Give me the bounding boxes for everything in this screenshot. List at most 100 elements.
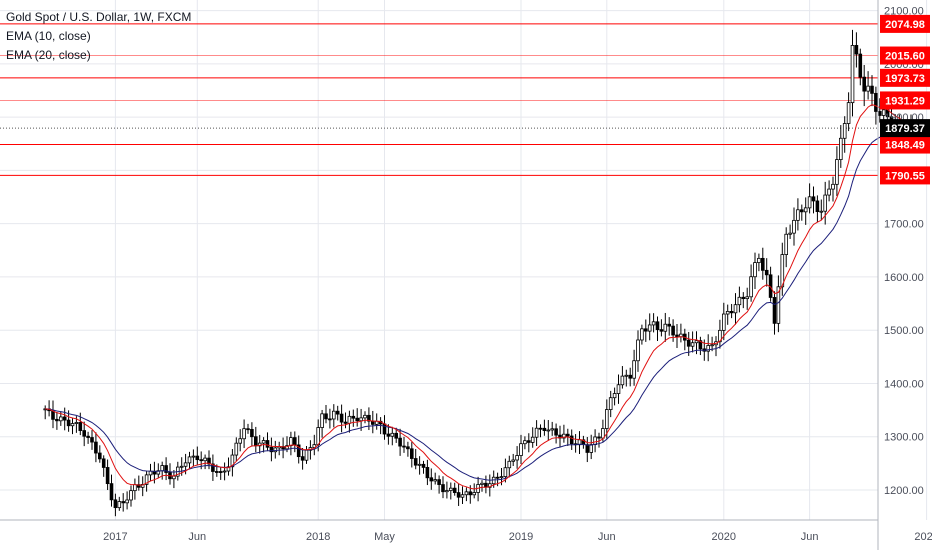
current-price-value: 1879.37 <box>885 123 925 135</box>
candle-down <box>671 325 675 336</box>
candle-down <box>98 452 102 460</box>
candle-up <box>530 436 535 443</box>
price-tick-label: 2100.00 <box>884 6 924 18</box>
candle-up <box>226 466 231 472</box>
candle-up <box>593 436 597 445</box>
candle-up <box>448 487 453 491</box>
candle-down <box>328 418 332 421</box>
candle-up <box>472 492 476 496</box>
candle-up <box>842 123 847 139</box>
candle-down <box>211 463 215 472</box>
candle-down <box>164 465 168 473</box>
candle-down <box>386 433 391 437</box>
candle-down <box>351 415 356 419</box>
candle-up <box>238 438 243 444</box>
candle-up <box>737 296 742 306</box>
candle-up <box>733 304 738 314</box>
candle-down <box>86 435 90 438</box>
candle-up <box>640 328 644 341</box>
candle-up <box>612 393 617 399</box>
candle-down <box>339 413 344 423</box>
candle-down <box>402 445 406 448</box>
candle-up <box>819 210 824 213</box>
candle-down <box>815 200 820 212</box>
price-level-badge <box>880 46 930 65</box>
candle-up <box>179 465 184 468</box>
candle-up <box>784 233 788 256</box>
candle-up <box>374 420 379 425</box>
candle-up <box>694 340 699 344</box>
candle-up <box>846 102 851 124</box>
candle-down <box>495 476 500 479</box>
candle-up <box>616 384 621 394</box>
time-axis: 2017 Jun 2018 May 2019 Jun 2020 Jun 2021 <box>103 531 932 543</box>
candle-up <box>776 286 781 324</box>
candle-down <box>425 467 430 479</box>
price-level-badge <box>880 166 930 185</box>
time-tick-label: 2019 <box>509 531 533 543</box>
candle-up <box>757 257 761 264</box>
candle-up <box>827 188 831 196</box>
candle-down <box>113 499 118 509</box>
candle-up <box>261 440 266 444</box>
candle-up <box>359 417 363 422</box>
candle-down <box>195 455 200 461</box>
candle-up <box>753 262 757 278</box>
candle-down <box>296 444 301 458</box>
candle-down <box>659 329 664 332</box>
candle-down <box>452 487 457 493</box>
candle-down <box>429 477 434 482</box>
candle-up <box>850 45 855 104</box>
candle-down <box>597 436 601 439</box>
candle-down <box>764 269 769 276</box>
legend-ema-20[interactable]: EMA (20, close) <box>6 48 91 62</box>
candle-down <box>409 448 414 459</box>
candle-down <box>121 501 126 504</box>
candle-down <box>62 416 67 421</box>
legend-ema-10[interactable]: EMA (10, close) <box>6 29 91 43</box>
candle-up <box>316 427 320 446</box>
candle-up <box>140 484 145 488</box>
candle-up <box>503 467 508 478</box>
candle-up <box>792 219 796 234</box>
candle-up <box>363 414 367 419</box>
candle-down <box>862 76 866 92</box>
candle-down <box>214 471 219 473</box>
candle-down <box>811 196 816 202</box>
candle-down <box>90 437 94 443</box>
candle-up <box>749 276 753 298</box>
candle-up <box>148 470 153 476</box>
candle-up <box>230 454 235 468</box>
candle-down <box>667 323 671 327</box>
candle-up <box>70 423 75 427</box>
candle-up <box>519 443 523 456</box>
candle-up <box>191 455 196 458</box>
candle-down <box>269 446 274 453</box>
candle-up <box>881 109 886 116</box>
candle-up <box>601 428 605 439</box>
candle-up <box>788 232 792 235</box>
candle-up <box>507 460 512 469</box>
candle-down <box>542 427 547 431</box>
candle-up <box>546 429 551 432</box>
price-tick-label: 1700.00 <box>884 219 924 231</box>
candle-down <box>218 471 223 473</box>
candle-up <box>499 476 504 479</box>
candle-down <box>456 492 461 498</box>
time-tick-label: May <box>374 531 395 543</box>
candlesticks <box>43 29 913 517</box>
candle-up <box>117 501 122 509</box>
price-level-value: 1790.55 <box>885 170 925 182</box>
candle-down <box>741 296 746 300</box>
candle-down <box>761 257 765 271</box>
candle-up <box>133 484 137 492</box>
candle-down <box>858 53 863 78</box>
candle-down <box>468 491 473 496</box>
candle-down <box>566 433 570 437</box>
candle-down <box>355 417 359 422</box>
time-tick-label: Jun <box>598 531 616 543</box>
candle-down <box>686 339 691 347</box>
price-level-value: 2015.60 <box>885 51 925 63</box>
candle-up <box>550 428 554 431</box>
